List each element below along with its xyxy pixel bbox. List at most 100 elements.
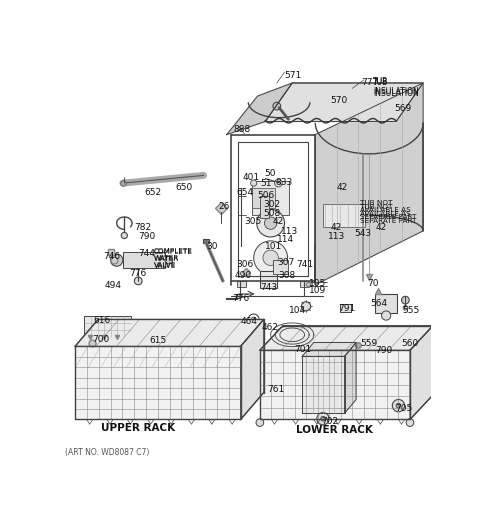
Text: 705: 705 — [396, 404, 413, 413]
Text: 51: 51 — [260, 179, 271, 188]
Text: 302: 302 — [263, 200, 280, 209]
Circle shape — [257, 209, 285, 237]
Text: 615: 615 — [149, 335, 166, 345]
Text: 701: 701 — [294, 345, 311, 354]
Text: 833: 833 — [275, 179, 292, 187]
Text: 700: 700 — [92, 335, 109, 344]
Text: UPPER RACK: UPPER RACK — [101, 423, 175, 433]
Polygon shape — [345, 343, 356, 413]
Text: 741: 741 — [296, 260, 313, 269]
Circle shape — [396, 403, 401, 408]
Text: 42: 42 — [375, 223, 386, 232]
Polygon shape — [227, 83, 292, 135]
Text: 761: 761 — [267, 385, 285, 394]
Circle shape — [317, 413, 329, 425]
Bar — [355, 338, 392, 352]
Text: 462: 462 — [262, 323, 278, 332]
Bar — [375, 294, 397, 313]
Circle shape — [251, 180, 257, 186]
Text: 506: 506 — [258, 191, 275, 200]
Text: TUB NOT
AVAILABLE AS
SEPARATE PART: TUB NOT AVAILABLE AS SEPARATE PART — [360, 200, 416, 220]
Text: 113: 113 — [328, 232, 345, 241]
Text: 494: 494 — [104, 281, 121, 290]
Text: 702: 702 — [322, 417, 338, 426]
Circle shape — [398, 333, 409, 344]
Text: 776: 776 — [129, 269, 146, 279]
Text: 464: 464 — [240, 317, 258, 326]
Circle shape — [273, 102, 281, 110]
Text: 490: 490 — [234, 271, 252, 280]
Text: 555: 555 — [402, 306, 420, 315]
Circle shape — [321, 416, 325, 421]
Text: 560: 560 — [402, 338, 419, 348]
Bar — [260, 271, 277, 288]
Text: 790: 790 — [138, 232, 156, 241]
Polygon shape — [75, 319, 264, 346]
Text: COMPLETE
WATER
VALVE: COMPLETE WATER VALVE — [154, 248, 192, 268]
Text: TUB NOT
AVAILABLE AS
SEPARATE PART: TUB NOT AVAILABLE AS SEPARATE PART — [360, 204, 416, 224]
Circle shape — [165, 256, 173, 264]
Text: 308: 308 — [278, 271, 296, 280]
Text: 30: 30 — [206, 242, 217, 250]
Circle shape — [256, 419, 264, 426]
Text: 70: 70 — [368, 279, 379, 288]
Circle shape — [392, 399, 405, 412]
Text: 42: 42 — [331, 223, 342, 232]
Text: 652: 652 — [144, 188, 161, 198]
Circle shape — [275, 179, 282, 187]
Text: 569: 569 — [394, 104, 411, 113]
Text: 42: 42 — [337, 183, 348, 192]
Bar — [123, 252, 165, 268]
Circle shape — [402, 296, 409, 304]
Text: 782: 782 — [134, 223, 152, 232]
Circle shape — [403, 306, 408, 310]
Text: 744: 744 — [138, 249, 155, 259]
Circle shape — [110, 254, 123, 266]
Bar — [323, 204, 365, 227]
Text: 571: 571 — [285, 71, 302, 80]
Text: (ART NO. WD8087 C7): (ART NO. WD8087 C7) — [65, 448, 149, 457]
Text: 307: 307 — [277, 258, 294, 267]
Polygon shape — [302, 343, 356, 356]
Text: 776: 776 — [232, 294, 250, 303]
Circle shape — [301, 302, 311, 311]
Bar — [252, 188, 275, 208]
Text: 305: 305 — [244, 217, 262, 226]
Bar — [84, 315, 131, 337]
Bar — [300, 281, 309, 287]
Text: 888: 888 — [234, 124, 251, 134]
Text: 101: 101 — [265, 242, 283, 251]
Bar — [260, 196, 269, 218]
Circle shape — [121, 232, 127, 239]
Text: 616: 616 — [94, 315, 111, 325]
Text: 791: 791 — [338, 304, 356, 313]
Polygon shape — [265, 83, 423, 121]
Circle shape — [252, 317, 256, 322]
Polygon shape — [265, 83, 423, 121]
Text: 654: 654 — [236, 188, 253, 198]
Text: 50: 50 — [264, 169, 276, 178]
Bar — [273, 260, 288, 274]
Circle shape — [134, 277, 142, 285]
Text: 790: 790 — [375, 346, 393, 355]
Bar — [237, 281, 246, 287]
Polygon shape — [260, 326, 433, 350]
Circle shape — [406, 419, 414, 426]
Text: TUB
INSULATION: TUB INSULATION — [373, 78, 419, 98]
Text: 42: 42 — [272, 217, 283, 226]
Text: 109: 109 — [309, 286, 326, 295]
Circle shape — [94, 334, 106, 346]
Text: 746: 746 — [104, 252, 120, 262]
Text: COMPLETE
WATER
VALVE: COMPLETE WATER VALVE — [154, 249, 192, 269]
Circle shape — [382, 311, 391, 320]
Text: 570: 570 — [331, 96, 348, 105]
Text: 104: 104 — [289, 306, 306, 315]
Text: 401: 401 — [243, 173, 260, 182]
Text: 306: 306 — [237, 260, 254, 269]
Text: 543: 543 — [354, 229, 371, 238]
Polygon shape — [75, 346, 240, 419]
Polygon shape — [302, 356, 345, 413]
Circle shape — [263, 250, 278, 266]
Text: LOWER RACK: LOWER RACK — [296, 425, 373, 435]
Text: 508: 508 — [263, 209, 280, 218]
